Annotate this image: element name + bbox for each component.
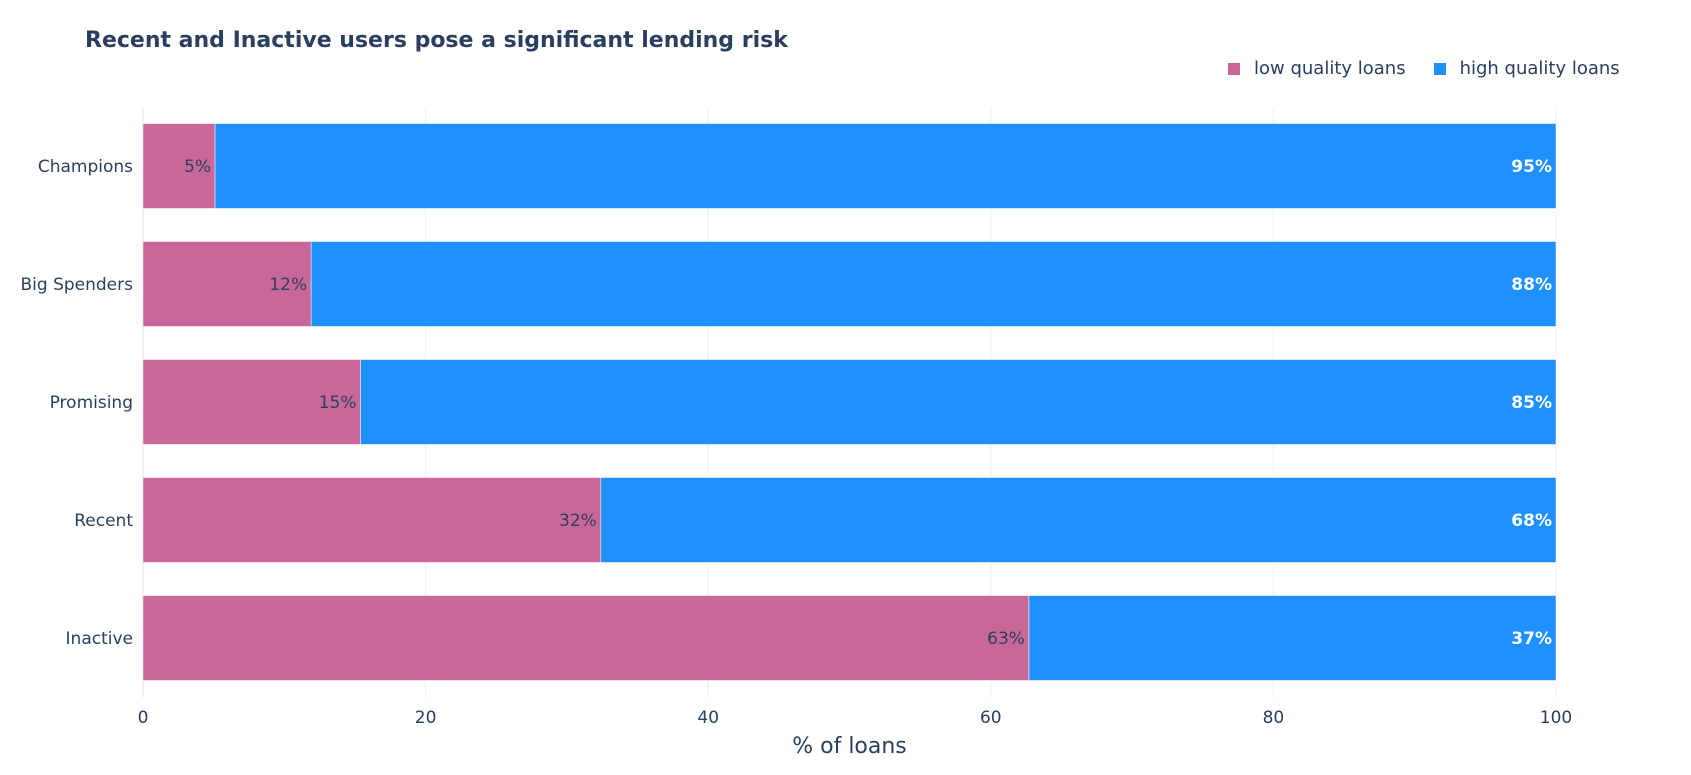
x-tick-label: 80	[1263, 708, 1285, 728]
x-tick-label: 60	[980, 708, 1002, 728]
bar-high-quality	[1028, 595, 1557, 681]
y-tick-label: Champions	[38, 157, 133, 177]
y-tick-label: Promising	[50, 393, 133, 413]
bar-low-quality	[142, 595, 1030, 681]
bar-high-quality	[214, 123, 1557, 209]
y-tick-label: Recent	[74, 511, 133, 531]
data-label-high-quality: 85%	[1511, 393, 1552, 413]
bar-low-quality	[142, 123, 216, 209]
data-label-low-quality: 12%	[269, 275, 307, 295]
y-tick-label: Inactive	[66, 629, 133, 649]
legend-item-high-quality[interactable]: high quality loans	[1433, 58, 1620, 79]
data-label-low-quality: 5%	[184, 157, 211, 177]
bar-low-quality	[142, 477, 602, 563]
data-label-low-quality: 63%	[987, 629, 1025, 649]
x-tick-label: 40	[697, 708, 719, 728]
legend[interactable]: low quality loans high quality loans	[1228, 58, 1620, 79]
data-label-high-quality: 88%	[1511, 275, 1552, 295]
x-tick-label: 0	[138, 708, 149, 728]
bar-high-quality	[310, 241, 1557, 327]
data-label-low-quality: 32%	[559, 511, 597, 531]
bar-low-quality	[142, 359, 361, 445]
data-label-high-quality: 68%	[1511, 511, 1552, 531]
legend-swatch-low-quality	[1228, 62, 1240, 75]
legend-swatch-high-quality	[1433, 62, 1446, 75]
x-tick-label: 100	[1540, 708, 1572, 728]
data-label-high-quality: 95%	[1511, 157, 1552, 177]
chart-title: Recent and Inactive users pose a signifi…	[85, 28, 788, 53]
bar-high-quality	[360, 359, 1557, 445]
legend-item-low-quality[interactable]: low quality loans	[1228, 58, 1406, 79]
data-label-high-quality: 37%	[1511, 629, 1552, 649]
y-tick-label: Big Spenders	[21, 275, 134, 295]
legend-label-low-quality: low quality loans	[1254, 58, 1406, 79]
legend-label-high-quality: high quality loans	[1459, 58, 1620, 79]
x-tick-label: 20	[415, 708, 437, 728]
bar-high-quality	[600, 477, 1557, 563]
data-label-low-quality: 15%	[319, 393, 357, 413]
x-axis-title: % of loans	[792, 734, 907, 759]
bar-low-quality	[142, 241, 312, 327]
